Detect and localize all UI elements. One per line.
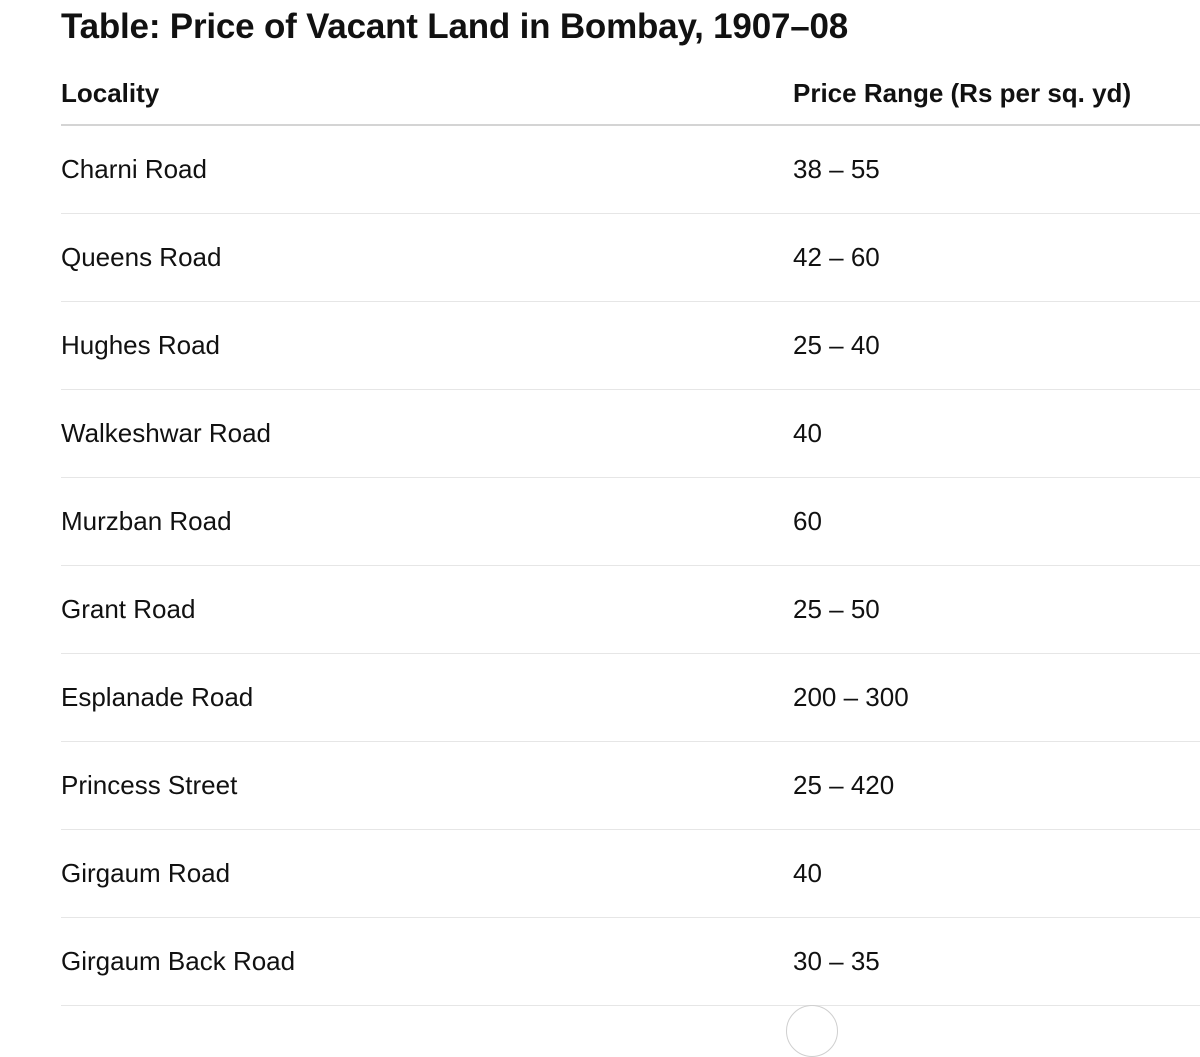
table-row: Queens Road 42 – 60 [61, 214, 1200, 302]
locality-cell: Girgaum Road [61, 858, 231, 888]
locality-cell: Girgaum Back Road [61, 946, 296, 976]
table-row: Charni Road 38 – 55 [61, 126, 1200, 214]
price-range-cell: 42 – 60 [793, 242, 880, 272]
price-range-cell: 200 – 300 [793, 682, 909, 712]
locality-cell: Queens Road [61, 242, 222, 272]
table-row: Princess Street 25 – 420 [61, 742, 1200, 830]
column-header-locality: Locality [61, 78, 160, 108]
table-header-row: Locality Price Range (Rs per sq. yd) [61, 70, 1200, 126]
price-range-cell: 38 – 55 [793, 154, 880, 184]
locality-cell: Hughes Road [61, 330, 220, 360]
locality-cell: Murzban Road [61, 506, 232, 536]
price-range-cell: 25 – 420 [793, 770, 895, 800]
scroll-down-button[interactable] [786, 1005, 838, 1057]
locality-cell: Esplanade Road [61, 682, 254, 712]
table-row: Murzban Road 60 [61, 478, 1200, 566]
locality-cell: Walkeshwar Road [61, 418, 272, 448]
table-row: Esplanade Road 200 – 300 [61, 654, 1200, 742]
table-row: Girgaum Road 40 [61, 830, 1200, 918]
price-range-cell: 25 – 40 [793, 330, 880, 360]
locality-cell: Princess Street [61, 770, 238, 800]
price-range-cell: 25 – 50 [793, 594, 880, 624]
table-row: Hughes Road 25 – 40 [61, 302, 1200, 390]
page-title: Table: Price of Vacant Land in Bombay, 1… [61, 7, 849, 46]
data-table: Locality Price Range (Rs per sq. yd) Cha… [61, 70, 1200, 1006]
price-range-cell: 60 [793, 506, 822, 536]
price-range-cell: 30 – 35 [793, 946, 880, 976]
table-row: Girgaum Back Road 30 – 35 [61, 918, 1200, 1006]
table-row: Walkeshwar Road 40 [61, 390, 1200, 478]
locality-cell: Grant Road [61, 594, 196, 624]
locality-cell: Charni Road [61, 154, 207, 184]
table-row: Grant Road 25 – 50 [61, 566, 1200, 654]
price-range-cell: 40 [793, 858, 822, 888]
column-header-price-range: Price Range (Rs per sq. yd) [793, 78, 1132, 108]
price-range-cell: 40 [793, 418, 822, 448]
